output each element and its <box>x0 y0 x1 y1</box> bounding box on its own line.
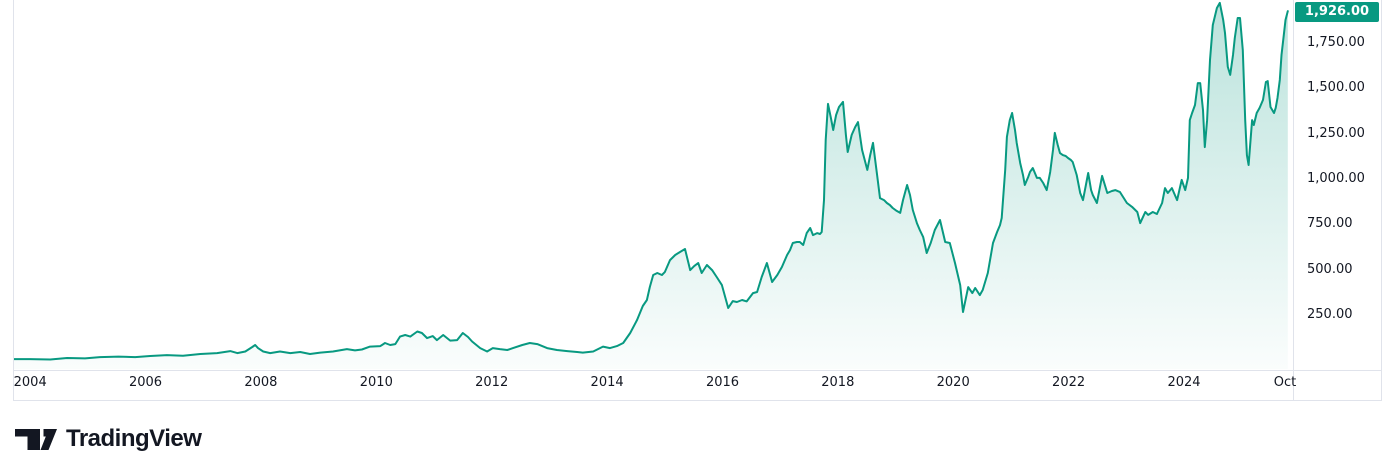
area-fill <box>14 2 1288 370</box>
time-tick-label: 2008 <box>244 375 278 390</box>
price-scale-separator <box>1293 0 1294 400</box>
time-tick-label: 2006 <box>128 375 163 390</box>
price-tick-label: 250.00 <box>1307 307 1353 323</box>
time-tick-label: Oct <box>1273 375 1297 390</box>
time-tick-label: 2020 <box>936 375 970 390</box>
price-area-chart[interactable] <box>0 0 1394 400</box>
price-tick-label: 750.00 <box>1307 216 1353 232</box>
time-tick-label: 2012 <box>475 375 509 390</box>
tradingview-chart-widget: 1,750.00 1,500.00 1,250.00 1,000.00 750.00 50… <box>0 0 1394 401</box>
time-tick-label: 2018 <box>821 375 855 390</box>
time-tick-label: 2014 <box>590 375 624 390</box>
price-line <box>13 1 1289 361</box>
tradingview-logo-icon <box>15 428 57 450</box>
price-tick-label: 500.00 <box>1307 261 1353 277</box>
time-tick-label: 2016 <box>705 375 740 390</box>
time-scale-separator <box>13 370 1382 371</box>
price-tick-label: 1,500.00 <box>1307 80 1365 96</box>
tradingview-logo[interactable]: TradingView <box>15 425 202 452</box>
last-price-badge: 1,926.00 <box>1295 2 1379 23</box>
time-tick-label: 2004 <box>13 375 47 390</box>
price-tick-label: 1,000.00 <box>1307 171 1365 186</box>
price-tick-label: 1,250.00 <box>1307 125 1365 141</box>
price-tick-label: 1,750.00 <box>1307 34 1365 50</box>
widget-left-border <box>13 0 14 400</box>
time-tick-label: 2022 <box>1052 375 1086 390</box>
time-tick-label: 2024 <box>1167 375 1201 390</box>
widget-bottom-border <box>13 400 1382 401</box>
widget-right-border <box>1381 0 1382 400</box>
time-tick-label: 2010 <box>359 375 393 390</box>
tradingview-logo-text: TradingView <box>66 425 202 452</box>
